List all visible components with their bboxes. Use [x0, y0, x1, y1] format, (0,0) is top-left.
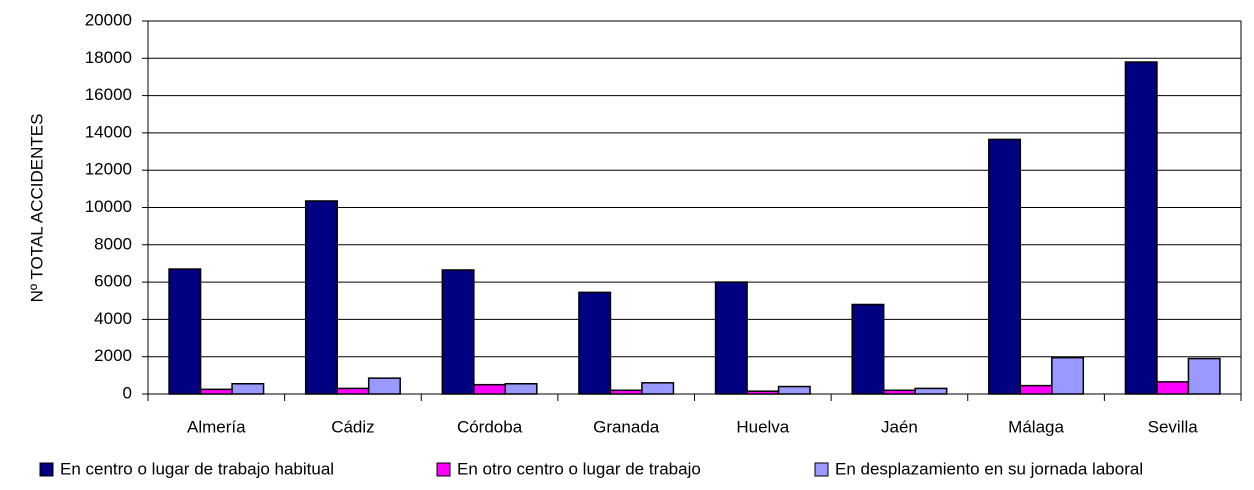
x-tick-label: Almería	[187, 417, 246, 436]
legend-swatch	[814, 462, 829, 477]
bar	[199, 388, 233, 395]
bar	[578, 291, 612, 395]
bar	[441, 269, 475, 395]
bar	[988, 138, 1022, 395]
x-tick-label: Jaén	[881, 417, 918, 436]
y-tick-label: 0	[123, 383, 132, 402]
bar	[914, 387, 948, 395]
legend-label: En otro centro o lugar de trabajo	[457, 459, 701, 478]
bar	[1156, 381, 1190, 395]
bar	[504, 382, 538, 395]
bar	[641, 382, 675, 395]
y-tick-label: 10000	[85, 197, 132, 216]
x-tick-label: Granada	[593, 417, 660, 436]
y-tick-label: 16000	[85, 85, 132, 104]
x-tick-label: Cádiz	[331, 417, 374, 436]
bar	[1019, 384, 1053, 395]
legend-label: En centro o lugar de trabajo habitual	[60, 459, 334, 478]
y-tick-label: 12000	[85, 160, 132, 179]
y-tick-label: 4000	[94, 309, 132, 328]
bar	[746, 390, 780, 395]
x-tick-label: Málaga	[1008, 417, 1064, 436]
bar	[609, 389, 643, 395]
bar	[882, 389, 916, 395]
x-tick-label: Sevilla	[1148, 417, 1199, 436]
legend-swatch	[436, 462, 451, 477]
bar	[231, 382, 265, 395]
bar	[304, 200, 338, 395]
bar	[777, 385, 811, 395]
x-tick-label: Córdoba	[457, 417, 523, 436]
bar	[336, 387, 370, 395]
bar	[367, 377, 401, 395]
legend-swatch	[39, 462, 54, 477]
bar	[473, 383, 507, 395]
y-tick-label: 2000	[94, 346, 132, 365]
y-tick-label: 18000	[85, 48, 132, 67]
bar	[1124, 61, 1158, 395]
bar	[851, 303, 885, 395]
x-tick-label: Huelva	[736, 417, 789, 436]
bar	[1187, 357, 1221, 395]
y-axis-label: Nº TOTAL ACCIDENTES	[27, 114, 46, 303]
bar	[1051, 356, 1085, 395]
y-tick-label: 20000	[85, 10, 132, 29]
y-tick-label: 8000	[94, 234, 132, 253]
bar	[714, 281, 748, 395]
y-tick-label: 6000	[94, 272, 132, 291]
bar	[168, 268, 202, 395]
y-tick-label: 14000	[85, 122, 132, 141]
legend-label: En desplazamiento en su jornada laboral	[835, 459, 1143, 478]
